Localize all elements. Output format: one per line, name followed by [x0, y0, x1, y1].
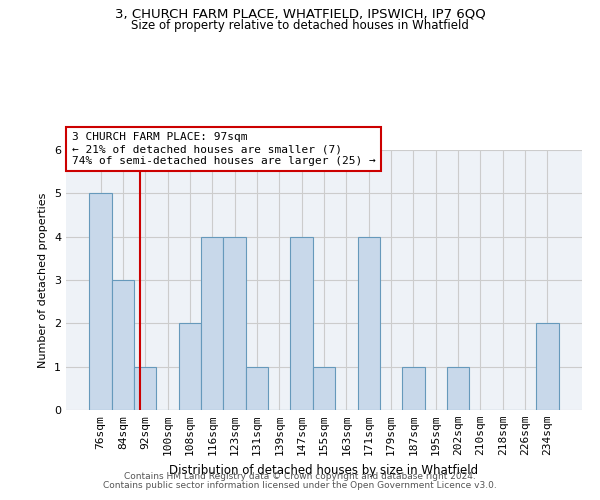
- Text: Contains HM Land Registry data © Crown copyright and database right 2024.: Contains HM Land Registry data © Crown c…: [124, 472, 476, 481]
- Text: Size of property relative to detached houses in Whatfield: Size of property relative to detached ho…: [131, 18, 469, 32]
- Bar: [223, 236, 246, 410]
- Bar: [134, 366, 157, 410]
- Bar: [447, 366, 469, 410]
- Bar: [313, 366, 335, 410]
- Bar: [536, 324, 559, 410]
- Bar: [201, 236, 223, 410]
- Bar: [358, 236, 380, 410]
- Y-axis label: Number of detached properties: Number of detached properties: [38, 192, 49, 368]
- Bar: [246, 366, 268, 410]
- Bar: [89, 194, 112, 410]
- Text: 3, CHURCH FARM PLACE, WHATFIELD, IPSWICH, IP7 6QQ: 3, CHURCH FARM PLACE, WHATFIELD, IPSWICH…: [115, 8, 485, 20]
- Text: Contains public sector information licensed under the Open Government Licence v3: Contains public sector information licen…: [103, 481, 497, 490]
- X-axis label: Distribution of detached houses by size in Whatfield: Distribution of detached houses by size …: [169, 464, 479, 476]
- Bar: [290, 236, 313, 410]
- Bar: [112, 280, 134, 410]
- Text: 3 CHURCH FARM PLACE: 97sqm
← 21% of detached houses are smaller (7)
74% of semi-: 3 CHURCH FARM PLACE: 97sqm ← 21% of deta…: [72, 132, 376, 166]
- Bar: [179, 324, 201, 410]
- Bar: [402, 366, 425, 410]
